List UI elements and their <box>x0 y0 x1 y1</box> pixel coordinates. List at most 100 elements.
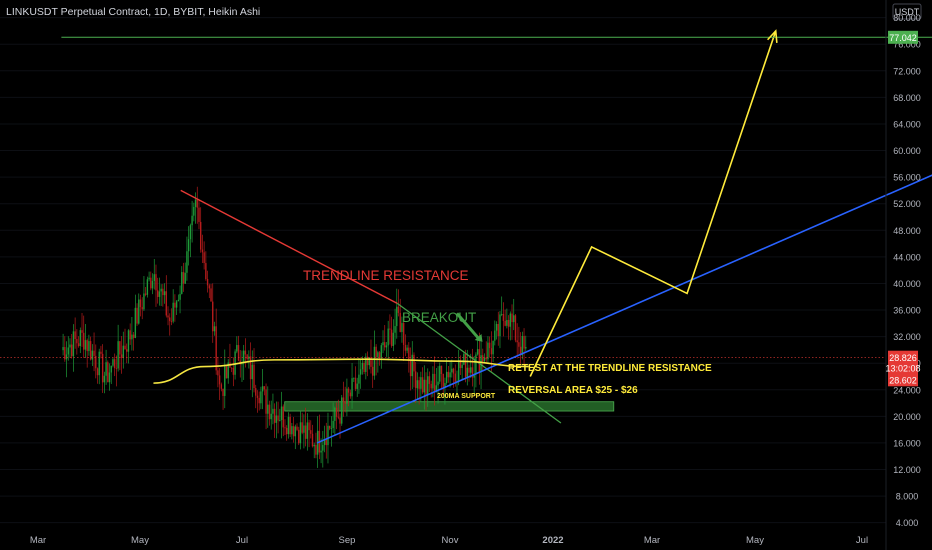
candle-body <box>234 351 236 375</box>
candle-body <box>282 406 284 428</box>
candle-body <box>346 388 348 404</box>
candle-body <box>445 371 448 384</box>
candle-body <box>430 383 432 389</box>
candle-body <box>153 274 155 281</box>
candle-body <box>459 359 462 369</box>
candle-body <box>298 429 300 444</box>
grid <box>0 17 886 524</box>
candle-body <box>389 328 391 330</box>
candle-body <box>236 345 238 352</box>
projection-arrowhead <box>767 29 778 43</box>
candle-body <box>525 347 527 349</box>
candle-body <box>213 326 216 332</box>
candle-body <box>339 417 341 424</box>
candle-body <box>165 291 167 316</box>
annotation-200ma-support: 200MA SUPPORT <box>437 393 496 400</box>
candle-body <box>487 342 489 360</box>
candle-body <box>435 385 438 392</box>
candle-body <box>502 313 505 321</box>
candle-body <box>363 362 365 372</box>
candle-body <box>249 356 252 380</box>
candle-body <box>139 299 142 308</box>
candle-body <box>411 354 413 377</box>
candle-body <box>244 350 247 355</box>
candle-body <box>64 347 66 360</box>
candle-body <box>332 420 334 429</box>
x-tick-label: Sep <box>339 535 356 546</box>
ma200-line <box>153 358 529 384</box>
candle-body <box>358 374 360 384</box>
candle-body <box>475 354 477 375</box>
candle-body <box>497 323 499 337</box>
candle-body <box>88 341 90 352</box>
candle-body <box>514 315 517 341</box>
candle-body <box>67 347 69 355</box>
candle-body <box>349 392 352 397</box>
candle-body <box>375 346 377 358</box>
candle-body <box>366 356 369 366</box>
candle-body <box>315 444 317 455</box>
candle-body <box>76 338 78 344</box>
candle-body <box>356 383 358 389</box>
currency-badge-box[interactable] <box>892 3 922 20</box>
candle-body <box>167 315 169 318</box>
candle-body <box>394 326 396 333</box>
candle-body <box>70 344 73 357</box>
candle-body <box>103 375 106 383</box>
candle-body <box>117 341 119 369</box>
candle-body <box>413 354 415 372</box>
candle-body <box>268 404 271 420</box>
candle-body <box>191 215 193 226</box>
annotation-retest: RETEST AT THE TRENDLINE RESISTANCE <box>508 363 712 374</box>
candle-body <box>189 225 192 240</box>
candle-body <box>439 365 441 382</box>
candle-body <box>179 293 181 300</box>
candle-body <box>504 320 506 326</box>
candle-body <box>478 349 481 373</box>
candle-body <box>255 388 257 396</box>
candle-body <box>464 353 467 378</box>
candle-body <box>289 416 291 435</box>
x-tick-label: Jul <box>856 535 868 546</box>
candle-body <box>162 288 164 296</box>
y-tick-label: 8.000 <box>896 492 919 502</box>
candle-body <box>170 321 173 322</box>
candle-body <box>414 371 417 389</box>
candle-body <box>260 391 262 404</box>
ma-price-tag: 28.602 <box>889 375 917 385</box>
candle-body <box>215 326 217 371</box>
candle-body <box>425 379 427 396</box>
candle-body <box>444 383 446 387</box>
y-tick-label: 24.000 <box>893 385 921 395</box>
candle-body <box>242 350 245 364</box>
candle-body <box>404 344 407 351</box>
candle-body <box>387 328 389 346</box>
candle-body <box>301 422 303 433</box>
candle-body <box>452 368 455 374</box>
candle-body <box>516 340 518 343</box>
target-price-tag-box <box>888 30 918 44</box>
candle-body <box>81 330 83 333</box>
candle-body <box>506 319 508 326</box>
candle-body <box>511 313 513 323</box>
candle-body <box>93 350 95 356</box>
price-axis[interactable]: USDT 4.0008.00012.00016.00020.00024.0002… <box>885 0 922 550</box>
candle-body <box>468 367 470 373</box>
candle-body <box>495 323 498 331</box>
candle-body <box>261 386 264 392</box>
candle-body <box>359 369 362 375</box>
candle-body <box>322 444 324 451</box>
candle-body <box>296 426 298 430</box>
candle-body <box>158 291 161 297</box>
trendline-resistance-line <box>180 189 398 305</box>
candle-body <box>513 315 515 323</box>
candle-body <box>480 355 482 373</box>
candle-body <box>473 374 475 378</box>
candle-body <box>335 407 338 417</box>
y-tick-label: 32.000 <box>893 332 921 342</box>
y-tick-label: 44.000 <box>893 252 921 262</box>
candle-body <box>77 343 80 347</box>
candle-body <box>256 395 259 398</box>
